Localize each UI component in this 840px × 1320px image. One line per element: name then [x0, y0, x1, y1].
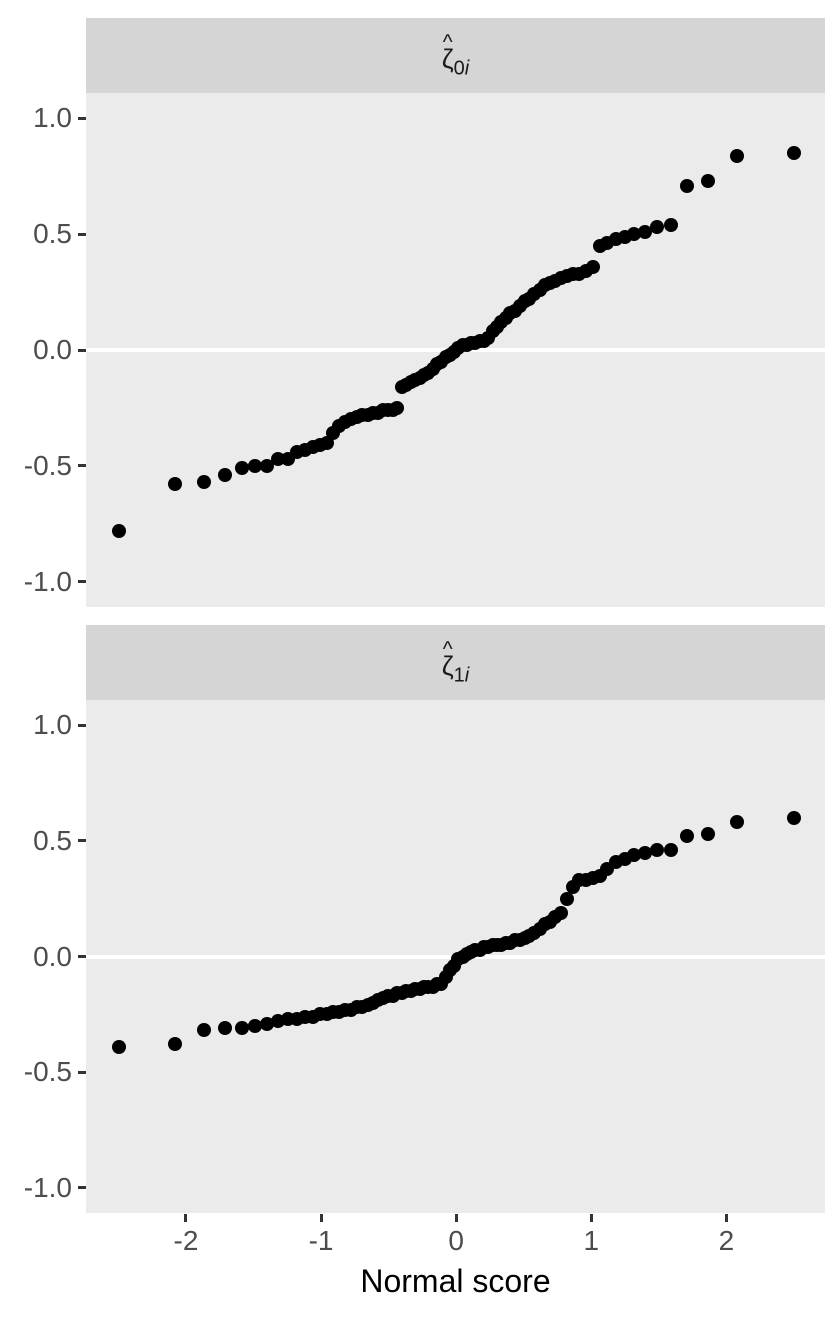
panel-zeta0 — [86, 93, 825, 607]
hat-icon: ^ — [442, 31, 453, 55]
data-point — [638, 224, 653, 239]
x-tick-label: -2 — [173, 1225, 199, 1256]
data-point — [168, 1037, 183, 1052]
zeta-glyph: ζ — [441, 44, 454, 75]
data-point — [730, 148, 745, 163]
data-point — [650, 843, 665, 858]
x-tick-mark — [454, 1214, 458, 1222]
y-tick-label: 1.0 — [33, 709, 72, 741]
data-point — [650, 220, 665, 235]
data-point — [168, 477, 183, 492]
facet-subscript: 0i — [453, 57, 470, 80]
x-tick-label: -1 — [308, 1225, 334, 1256]
zeta-symbol: ^ ζ — [441, 31, 454, 75]
data-point — [663, 843, 678, 858]
data-point — [559, 891, 574, 906]
data-point — [234, 461, 249, 476]
data-point — [218, 1021, 233, 1036]
x-tick-mark — [724, 1214, 728, 1222]
y-tick-label: 1.0 — [33, 102, 72, 134]
facet-label-zeta0: ^ ζ 0i — [442, 30, 469, 80]
y-tick-label: 0.5 — [33, 218, 72, 250]
y-tick-mark — [78, 955, 86, 958]
x-tick-mark — [184, 1214, 188, 1222]
y-tick-mark — [78, 116, 86, 120]
facet-strip-zeta1: ^ ζ 1i — [86, 625, 825, 700]
zeta-glyph: ζ — [441, 651, 454, 682]
data-point — [234, 1021, 249, 1036]
data-point — [260, 1016, 275, 1031]
data-point — [627, 847, 642, 862]
x-tick-label: 2 — [718, 1225, 735, 1256]
y-tick-mark — [78, 1186, 86, 1190]
x-tick-mark — [589, 1214, 593, 1222]
hat-icon: ^ — [442, 638, 453, 662]
y-tick-label: 0.0 — [33, 334, 72, 365]
data-point — [786, 810, 801, 825]
data-point — [680, 178, 695, 193]
y-tick-label: -1.0 — [23, 565, 72, 597]
data-point — [680, 829, 695, 844]
zeta-symbol: ^ ζ — [441, 638, 454, 682]
facet-subscript: 1i — [453, 664, 470, 687]
y-tick-mark — [78, 723, 86, 727]
data-point — [786, 146, 801, 161]
data-point — [638, 845, 653, 860]
data-point — [627, 227, 642, 242]
data-point — [111, 1039, 126, 1054]
data-point — [730, 815, 745, 830]
data-point — [218, 468, 233, 483]
facet-strip-zeta0: ^ ζ 0i — [86, 18, 825, 93]
data-point — [197, 474, 212, 489]
x-tick-mark — [319, 1214, 323, 1222]
facet-label-zeta1: ^ ζ 1i — [442, 637, 469, 687]
data-point — [700, 173, 715, 188]
y-tick-label: 0.5 — [33, 824, 72, 856]
y-tick-mark — [78, 464, 86, 468]
data-point — [248, 1018, 263, 1033]
data-point — [197, 1023, 212, 1038]
panel-zeta1 — [86, 700, 825, 1213]
y-tick-label: 0.0 — [33, 940, 72, 972]
x-tick-label: 1 — [583, 1225, 600, 1256]
y-tick-mark — [78, 348, 86, 352]
y-tick-mark — [78, 1070, 86, 1074]
y-tick-label: -0.5 — [23, 1056, 72, 1088]
data-point — [585, 259, 600, 274]
y-tick-label: -1.0 — [23, 1171, 72, 1203]
data-point — [554, 905, 569, 920]
data-point — [111, 523, 126, 538]
x-axis-title: Normal score — [360, 1263, 551, 1299]
x-tick-label: 0 — [448, 1225, 464, 1256]
data-point — [390, 400, 405, 415]
data-point — [260, 458, 275, 473]
y-tick-label: -0.5 — [23, 449, 72, 481]
y-tick-mark — [78, 232, 86, 236]
y-tick-mark — [78, 580, 86, 584]
data-point — [248, 458, 263, 473]
data-point — [700, 827, 715, 842]
data-point — [663, 217, 678, 232]
y-tick-mark — [78, 839, 86, 843]
